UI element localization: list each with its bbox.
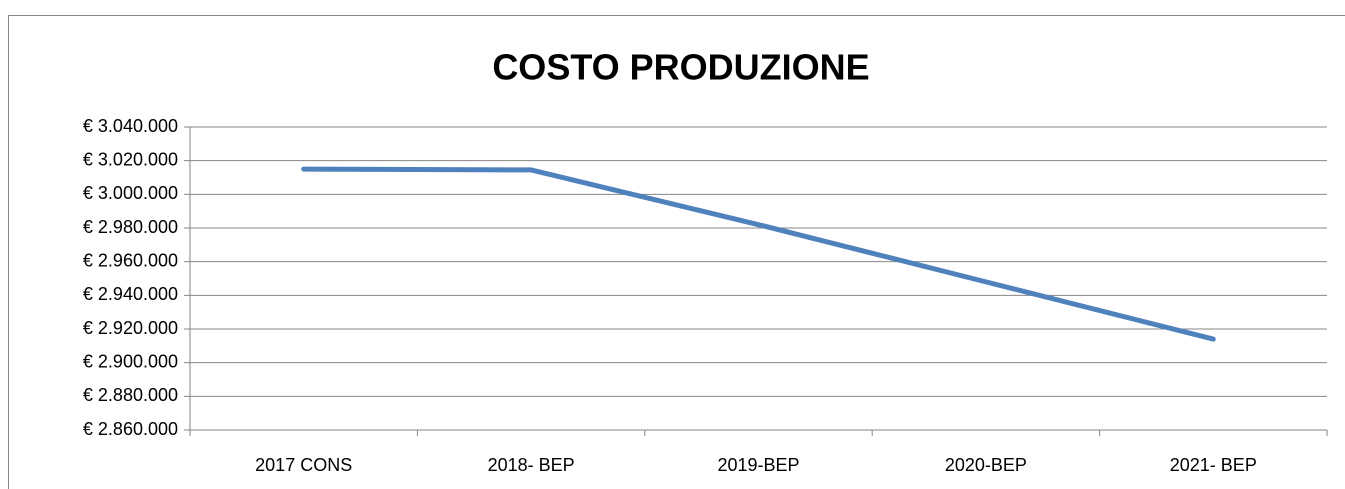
y-tick-label: € 2.900.000 [83, 351, 178, 371]
x-tick-label: 2019-BEP [717, 455, 799, 475]
x-tick-label: 2020-BEP [945, 455, 1027, 475]
y-tick-label: € 2.960.000 [83, 250, 178, 270]
y-tick-label: € 3.040.000 [83, 116, 178, 136]
x-tick-label: 2017 CONS [255, 455, 352, 475]
chart-border [8, 15, 1345, 489]
y-tick-label: € 2.860.000 [83, 419, 178, 439]
y-tick-label: € 3.000.000 [83, 183, 178, 203]
y-tick-label: € 3.020.000 [83, 149, 178, 169]
x-tick-label: 2018- BEP [488, 455, 575, 475]
y-tick-label: € 2.980.000 [83, 217, 178, 237]
y-tick-label: € 2.880.000 [83, 385, 178, 405]
x-tick-label: 2021- BEP [1170, 455, 1257, 475]
y-tick-label: € 2.940.000 [83, 284, 178, 304]
chart-title: COSTO PRODUZIONE [492, 47, 869, 88]
line-series [301, 166, 1216, 342]
y-tick-label: € 2.920.000 [83, 318, 178, 338]
